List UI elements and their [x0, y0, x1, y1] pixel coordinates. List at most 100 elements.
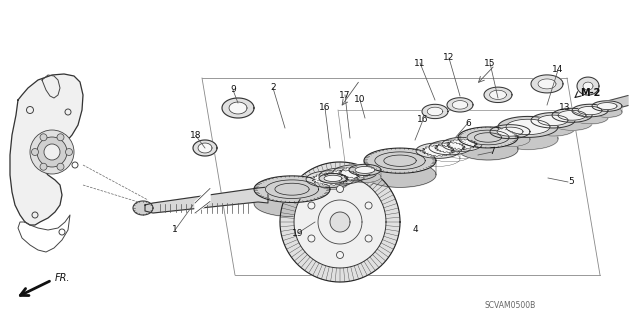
Polygon shape	[364, 148, 436, 173]
Polygon shape	[319, 180, 347, 189]
Polygon shape	[452, 100, 468, 109]
Polygon shape	[339, 167, 371, 178]
Polygon shape	[578, 106, 602, 115]
Polygon shape	[583, 82, 593, 90]
Polygon shape	[531, 113, 575, 128]
Text: SCVAM0500B: SCVAM0500B	[484, 300, 536, 309]
Polygon shape	[467, 130, 509, 145]
Polygon shape	[422, 145, 454, 156]
Polygon shape	[198, 143, 212, 153]
Text: 14: 14	[552, 65, 564, 75]
Polygon shape	[572, 111, 608, 124]
Polygon shape	[447, 139, 477, 150]
Circle shape	[308, 202, 315, 209]
Text: 11: 11	[414, 58, 426, 68]
Polygon shape	[333, 165, 377, 180]
Text: 19: 19	[292, 228, 304, 238]
Polygon shape	[558, 110, 586, 120]
Text: 5: 5	[568, 177, 573, 187]
Polygon shape	[474, 133, 502, 142]
Circle shape	[57, 163, 64, 170]
Polygon shape	[592, 107, 622, 117]
Polygon shape	[552, 108, 592, 122]
Circle shape	[365, 235, 372, 242]
Polygon shape	[484, 87, 512, 102]
Polygon shape	[319, 168, 365, 184]
Polygon shape	[268, 95, 628, 201]
Polygon shape	[416, 143, 460, 158]
Circle shape	[31, 149, 38, 155]
Circle shape	[337, 186, 344, 192]
Polygon shape	[429, 140, 471, 155]
Polygon shape	[306, 171, 354, 188]
Polygon shape	[375, 152, 425, 169]
Polygon shape	[355, 167, 375, 174]
Circle shape	[37, 137, 67, 167]
Circle shape	[30, 130, 74, 174]
Polygon shape	[254, 190, 330, 217]
Circle shape	[44, 144, 60, 160]
Polygon shape	[324, 170, 360, 182]
Polygon shape	[531, 75, 563, 93]
Polygon shape	[538, 79, 556, 89]
Text: 12: 12	[444, 54, 454, 63]
Circle shape	[365, 202, 372, 209]
Polygon shape	[318, 200, 362, 244]
Polygon shape	[133, 201, 153, 215]
Text: 17: 17	[339, 91, 351, 100]
Polygon shape	[458, 127, 518, 148]
Polygon shape	[490, 133, 530, 147]
Polygon shape	[458, 139, 518, 160]
Polygon shape	[349, 164, 381, 175]
Polygon shape	[222, 98, 254, 118]
Polygon shape	[435, 142, 465, 153]
Polygon shape	[497, 127, 523, 136]
Polygon shape	[364, 162, 436, 187]
Polygon shape	[294, 176, 386, 268]
Polygon shape	[447, 98, 473, 112]
Text: 4: 4	[412, 226, 418, 234]
Polygon shape	[597, 103, 617, 109]
Text: 6: 6	[465, 118, 471, 128]
Polygon shape	[498, 129, 558, 149]
Polygon shape	[531, 121, 575, 136]
Text: 9: 9	[230, 85, 236, 94]
Text: FR.: FR.	[55, 273, 70, 283]
Polygon shape	[490, 125, 530, 139]
Text: 2: 2	[270, 84, 276, 93]
Polygon shape	[506, 119, 550, 135]
Text: 13: 13	[559, 103, 571, 113]
Text: 16: 16	[319, 103, 331, 113]
Polygon shape	[319, 174, 347, 183]
Polygon shape	[572, 104, 608, 117]
Polygon shape	[145, 187, 268, 213]
Polygon shape	[266, 180, 319, 198]
Circle shape	[308, 235, 315, 242]
Text: 15: 15	[484, 58, 496, 68]
Polygon shape	[498, 116, 558, 137]
Polygon shape	[592, 101, 622, 111]
Circle shape	[40, 134, 47, 141]
Polygon shape	[442, 137, 482, 151]
Polygon shape	[422, 104, 448, 119]
Polygon shape	[538, 115, 568, 126]
Polygon shape	[552, 116, 592, 130]
Polygon shape	[10, 74, 83, 225]
Polygon shape	[195, 188, 210, 214]
Circle shape	[40, 163, 47, 170]
Text: 18: 18	[190, 131, 202, 140]
Polygon shape	[384, 155, 416, 167]
Polygon shape	[193, 140, 217, 156]
Polygon shape	[280, 162, 400, 282]
Polygon shape	[312, 173, 348, 186]
Circle shape	[337, 251, 344, 258]
Polygon shape	[229, 102, 247, 114]
Text: 7: 7	[489, 147, 495, 157]
Polygon shape	[324, 175, 342, 182]
Text: 16: 16	[417, 115, 429, 124]
Circle shape	[65, 149, 72, 155]
Polygon shape	[275, 183, 309, 195]
Polygon shape	[330, 212, 350, 232]
Text: 1: 1	[172, 226, 178, 234]
Polygon shape	[349, 171, 381, 182]
